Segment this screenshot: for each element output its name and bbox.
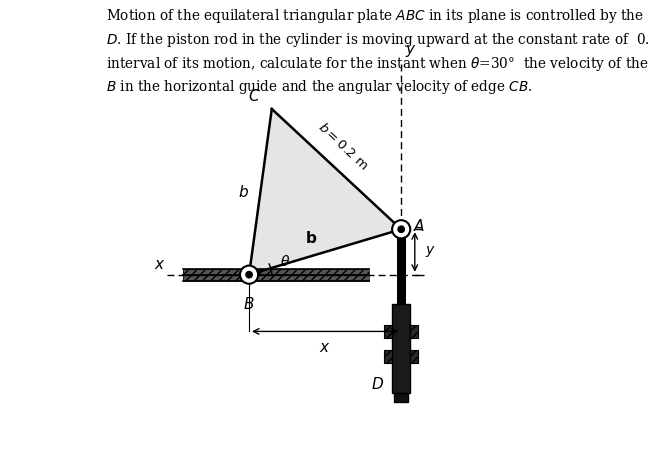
Text: Motion of the equilateral triangular plate $ABC$ in its plane is controlled by t: Motion of the equilateral triangular pla… — [106, 7, 648, 96]
Bar — [384, 325, 392, 338]
Text: $x$: $x$ — [319, 341, 331, 355]
Text: $b$: $b$ — [238, 184, 249, 200]
Bar — [392, 304, 410, 393]
Text: $A$: $A$ — [413, 217, 424, 234]
Text: $y$: $y$ — [405, 43, 417, 59]
Text: $y$: $y$ — [425, 244, 435, 260]
Circle shape — [392, 220, 410, 238]
Text: $x$: $x$ — [154, 258, 165, 272]
Bar — [397, 229, 406, 304]
Text: $b = 0.2\ \mathrm{m}$: $b = 0.2\ \mathrm{m}$ — [316, 119, 371, 173]
Bar — [183, 269, 369, 275]
Bar — [183, 269, 369, 275]
Bar — [410, 350, 419, 363]
Text: $C$: $C$ — [248, 88, 260, 104]
Bar — [410, 325, 419, 338]
Polygon shape — [249, 109, 401, 275]
Text: $B$: $B$ — [244, 296, 255, 312]
Circle shape — [246, 271, 252, 278]
Bar — [394, 393, 408, 402]
Circle shape — [398, 226, 404, 232]
Text: $\theta$: $\theta$ — [280, 254, 290, 269]
Bar — [183, 275, 369, 281]
Bar — [410, 350, 419, 363]
Bar — [384, 350, 392, 363]
Text: $\mathbf{b}$: $\mathbf{b}$ — [305, 230, 317, 246]
Bar — [384, 350, 392, 363]
Bar — [183, 275, 369, 281]
Text: $D$: $D$ — [371, 375, 384, 392]
Circle shape — [240, 266, 258, 284]
Bar — [410, 325, 419, 338]
Bar — [384, 325, 392, 338]
